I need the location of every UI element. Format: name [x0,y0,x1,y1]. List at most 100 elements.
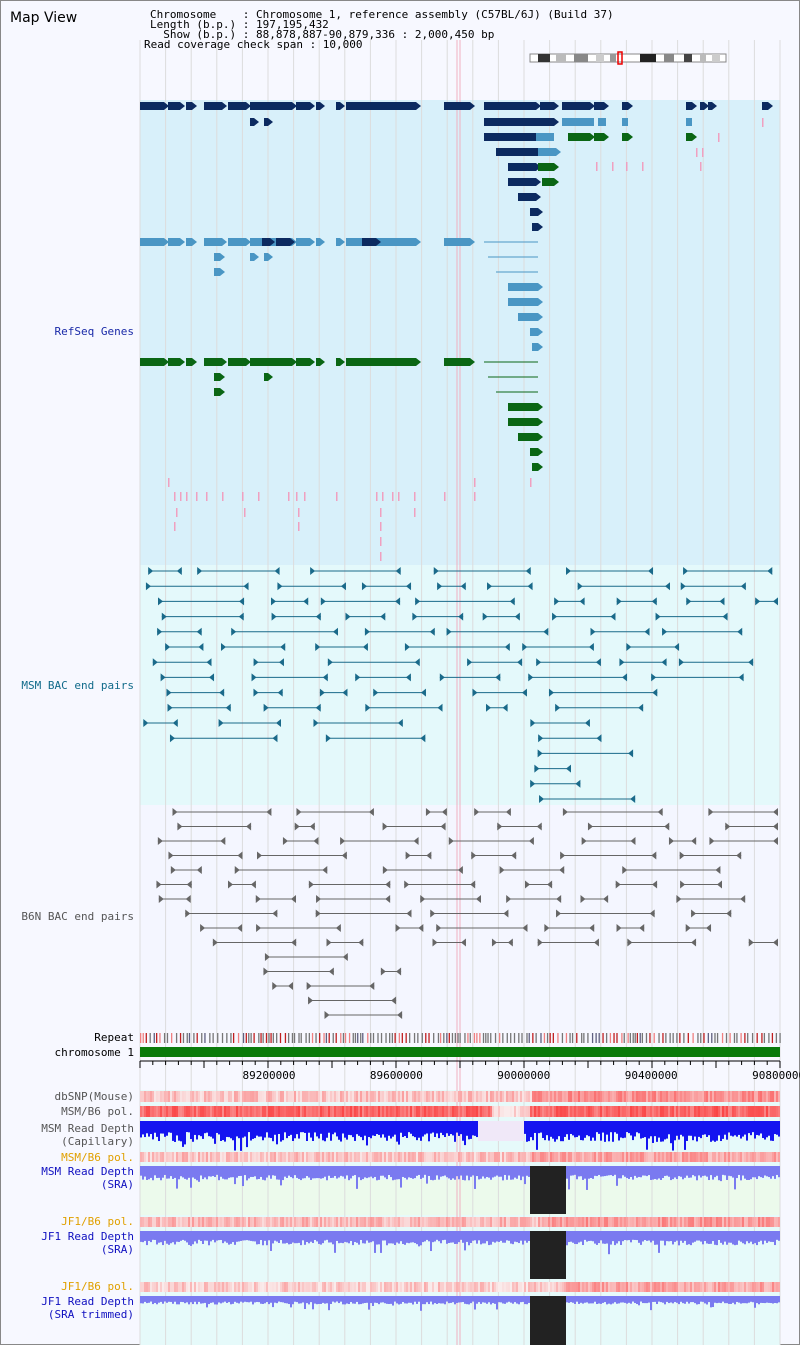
bac-end [448,837,454,845]
polymorphism-cell [422,1091,424,1102]
repeat-element [683,1033,685,1043]
read-depth-bar [246,1121,248,1148]
repeat-element [736,1033,738,1043]
read-depth-bar [418,1231,420,1247]
polymorphism-cell [434,1282,436,1292]
read-depth-bar [394,1166,396,1180]
read-depth-bar [170,1296,172,1302]
polymorphism-cell [656,1217,658,1227]
read-depth-bar [626,1121,628,1133]
read-depth-bar [404,1121,406,1137]
polymorphism-cell [432,1106,434,1117]
read-depth-bar [390,1166,392,1178]
read-depth-bar [492,1231,494,1242]
bac-end [310,567,316,575]
polymorphism-cell [520,1106,522,1117]
polymorphism-cell [590,1152,592,1162]
polymorphism-cell [282,1106,284,1117]
read-depth-bar [622,1231,624,1242]
polymorphism-cell [484,1152,486,1162]
read-depth-bar [506,1166,508,1180]
read-depth-bar [644,1296,646,1304]
read-depth-bar [758,1296,760,1305]
repeat-element [751,1033,754,1043]
polymorphism-cell [468,1282,470,1292]
polymorphism-cell [222,1106,224,1117]
polymorphism-cell [166,1282,168,1292]
polymorphism-cell [712,1091,714,1102]
read-depth-bar [444,1296,446,1305]
read-depth-bar [360,1231,362,1240]
polymorphism-cell [358,1282,360,1292]
bac-end [413,837,419,845]
polymorphism-cell [744,1091,746,1102]
polymorphism-cell [520,1152,522,1162]
refseq-genes-label[interactable]: RefSeq Genes [54,325,134,338]
read-depth-bar [546,1121,548,1136]
read-depth-bar [652,1296,654,1302]
read-depth-bar [334,1296,336,1303]
polymorphism-cell [256,1091,258,1102]
read-depth-bar [468,1231,470,1246]
polymorphism-cell [568,1152,570,1162]
polymorphism-cell [362,1152,364,1162]
b6n-bac-end-pairs-label[interactable]: B6N BAC end pairs [21,910,134,923]
repeat-element [193,1033,195,1043]
polymorphism-cell [652,1152,654,1162]
bac-end [185,909,191,918]
repeat-element [237,1033,240,1043]
polymorphism-cell [498,1091,500,1102]
repeat-element [510,1033,512,1043]
bac-end [397,719,403,727]
read-depth-bar [580,1166,582,1177]
msm-bac-end-pairs-label[interactable]: MSM BAC end pairs [21,679,134,692]
polymorphism-cell [350,1152,352,1162]
read-depth-bar [460,1121,462,1135]
gene-strand-arrow [470,102,475,110]
read-depth-bar [662,1166,664,1179]
bac-end [220,837,226,845]
read-depth-bar [386,1166,388,1180]
polymorphism-cell [304,1217,306,1227]
snp-marker [380,537,382,546]
bac-end [148,567,154,575]
polymorphism-cell [476,1091,478,1102]
polymorphism-cell [560,1091,562,1102]
polymorphism-cell [738,1106,740,1117]
read-depth-bar [448,1296,450,1304]
polymorphism-cell [526,1217,528,1227]
polymorphism-cell [574,1106,576,1117]
bac-end [679,851,685,860]
polymorphism-cell [448,1152,450,1162]
read-depth-bar [614,1296,616,1303]
polymorphism-cell [524,1282,526,1292]
polymorphism-cell [614,1217,616,1227]
bac-end [306,982,312,990]
read-depth-bar [736,1296,738,1302]
polymorphism-cell [338,1091,340,1102]
repeat-element [372,1033,375,1043]
polymorphism-cell [358,1217,360,1227]
gene-strand-arrow [254,253,259,261]
read-depth-bar [590,1231,592,1241]
polymorphism-cell [512,1282,514,1292]
polymorphism-cell [640,1217,642,1227]
read-depth-bar [386,1121,388,1141]
read-depth-bar [498,1296,500,1303]
read-depth-bar [768,1121,770,1136]
read-depth-bar [478,1296,480,1303]
repeat-element [532,1033,534,1043]
read-depth-bar [324,1166,326,1177]
polymorphism-cell [570,1217,572,1227]
read-depth-bar [744,1296,746,1304]
polymorphism-cell [586,1282,588,1292]
polymorphism-cell [438,1282,440,1292]
repeat-element [391,1033,394,1043]
read-depth-bar [306,1121,308,1142]
polymorphism-cell [716,1217,718,1227]
read-depth-bar [700,1231,702,1242]
polymorphism-cell [616,1217,618,1227]
polymorphism-cell [598,1152,600,1162]
read-depth-bar [254,1296,256,1303]
